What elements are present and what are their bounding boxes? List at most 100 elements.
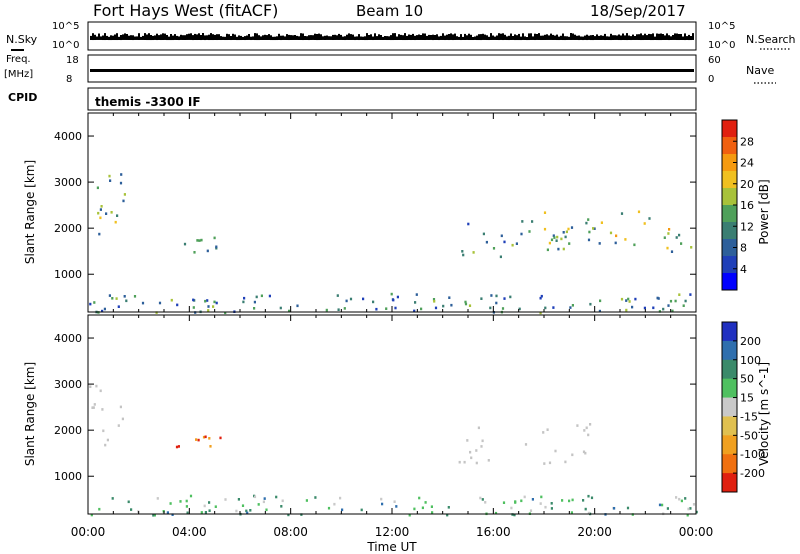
nsky-sample bbox=[380, 35, 382, 40]
echo-cell bbox=[158, 301, 162, 305]
echo-cell bbox=[582, 450, 586, 454]
nsky-sample bbox=[434, 35, 436, 40]
nsky-sample bbox=[256, 33, 258, 41]
echo-cell bbox=[413, 309, 416, 313]
nsky-sample bbox=[96, 36, 98, 40]
echo-cell bbox=[598, 242, 601, 245]
nsky-sample bbox=[430, 35, 432, 40]
echo-cell bbox=[689, 293, 692, 296]
nsky-sample bbox=[332, 34, 334, 41]
nsky-sample bbox=[228, 34, 230, 40]
echo-cell bbox=[552, 306, 555, 309]
echo-cell bbox=[333, 502, 336, 506]
echo-cell bbox=[637, 210, 641, 214]
echo-cell bbox=[546, 248, 549, 252]
echo-cell bbox=[433, 300, 436, 303]
echo-cell bbox=[495, 294, 498, 298]
nsky-sample bbox=[126, 34, 128, 40]
nsky-sample bbox=[528, 33, 530, 41]
nsky-sample bbox=[314, 33, 316, 40]
nsky-sample bbox=[382, 36, 384, 41]
nsky-sample bbox=[588, 35, 590, 40]
echo-cell bbox=[203, 504, 206, 508]
echo-cell bbox=[625, 299, 628, 302]
echo-cell bbox=[93, 301, 96, 304]
echo-cell bbox=[480, 297, 483, 300]
nsky-sample bbox=[348, 33, 350, 40]
nsky-sample bbox=[558, 36, 560, 41]
echo-cell bbox=[122, 199, 125, 203]
echo-cell bbox=[458, 460, 461, 464]
nsky-sample bbox=[662, 34, 664, 40]
echo-cell bbox=[633, 243, 636, 247]
nsky-sample bbox=[444, 35, 446, 41]
echo-cell bbox=[690, 246, 693, 249]
nsky-sample bbox=[162, 33, 164, 41]
echo-cell bbox=[193, 251, 196, 254]
nsky-sample bbox=[102, 35, 104, 41]
nsky-sample bbox=[210, 33, 212, 41]
nsky-sample bbox=[362, 36, 364, 41]
echo-cell bbox=[689, 507, 692, 510]
power-data bbox=[89, 173, 693, 315]
colorbar-segment bbox=[722, 454, 737, 474]
echo-cell bbox=[101, 408, 104, 411]
nsky-sample bbox=[532, 36, 534, 40]
station-title: Fort Hays West (fitACF) bbox=[93, 1, 278, 20]
echo-cell bbox=[123, 295, 126, 298]
nsky-sample bbox=[290, 35, 292, 40]
nsky-sample bbox=[420, 35, 422, 40]
colorbar-tick-label: 4 bbox=[740, 263, 747, 276]
echo-cell bbox=[489, 306, 492, 310]
colorbar-segment bbox=[722, 239, 737, 257]
nsky-sample bbox=[440, 35, 442, 40]
colorbar-tick-label: 28 bbox=[740, 135, 754, 148]
echo-cell bbox=[539, 296, 542, 300]
echo-cell bbox=[204, 299, 207, 303]
nsky-sample bbox=[676, 33, 678, 41]
nsky-label: N.Sky bbox=[6, 33, 38, 46]
echo-cell bbox=[503, 240, 506, 244]
echo-cell bbox=[414, 301, 417, 304]
nsky-sample bbox=[692, 33, 694, 40]
nsky-sample bbox=[304, 36, 306, 40]
nsky-sample bbox=[98, 33, 100, 40]
echo-cell bbox=[599, 299, 602, 303]
echo-cell bbox=[170, 298, 173, 302]
nsky-sample bbox=[250, 36, 252, 41]
echo-cell bbox=[102, 429, 105, 433]
echo-cell bbox=[432, 298, 436, 301]
nsky-sample bbox=[378, 34, 380, 40]
echo-cell bbox=[550, 502, 553, 505]
velocity-panel: 1000 2000 3000 4000 Slant Range [km] 200 100… bbox=[23, 314, 771, 517]
echo-cell bbox=[518, 307, 521, 311]
echo-cell bbox=[469, 450, 472, 454]
echo-cell bbox=[206, 249, 209, 253]
nsky-sample bbox=[308, 35, 310, 41]
colorbar-tick-label: 15 bbox=[740, 392, 754, 405]
nsky-sample bbox=[278, 33, 280, 40]
echo-cell bbox=[587, 494, 590, 498]
nsky-sample bbox=[312, 35, 314, 40]
echo-cell bbox=[120, 173, 123, 176]
colorbar-segment bbox=[722, 222, 737, 240]
echo-cell bbox=[262, 500, 265, 504]
x-tick-label: 16:00 bbox=[476, 525, 511, 539]
nsky-sample bbox=[600, 35, 602, 40]
echo-cell bbox=[588, 230, 591, 234]
nsky-sample bbox=[178, 36, 180, 41]
nsky-sample bbox=[328, 36, 330, 40]
echo-cell bbox=[539, 311, 542, 315]
nsky-sample bbox=[648, 33, 650, 40]
echo-cell bbox=[185, 505, 188, 508]
nsky-sample bbox=[270, 35, 272, 41]
nsky-sample bbox=[326, 35, 328, 40]
nsky-sample bbox=[182, 35, 184, 40]
echo-cell bbox=[446, 513, 449, 517]
nsky-sample bbox=[218, 34, 220, 40]
echo-cell bbox=[514, 500, 517, 503]
nsky-sample bbox=[450, 33, 452, 40]
echo-cell bbox=[209, 445, 212, 448]
colorbar-segment bbox=[722, 120, 737, 138]
